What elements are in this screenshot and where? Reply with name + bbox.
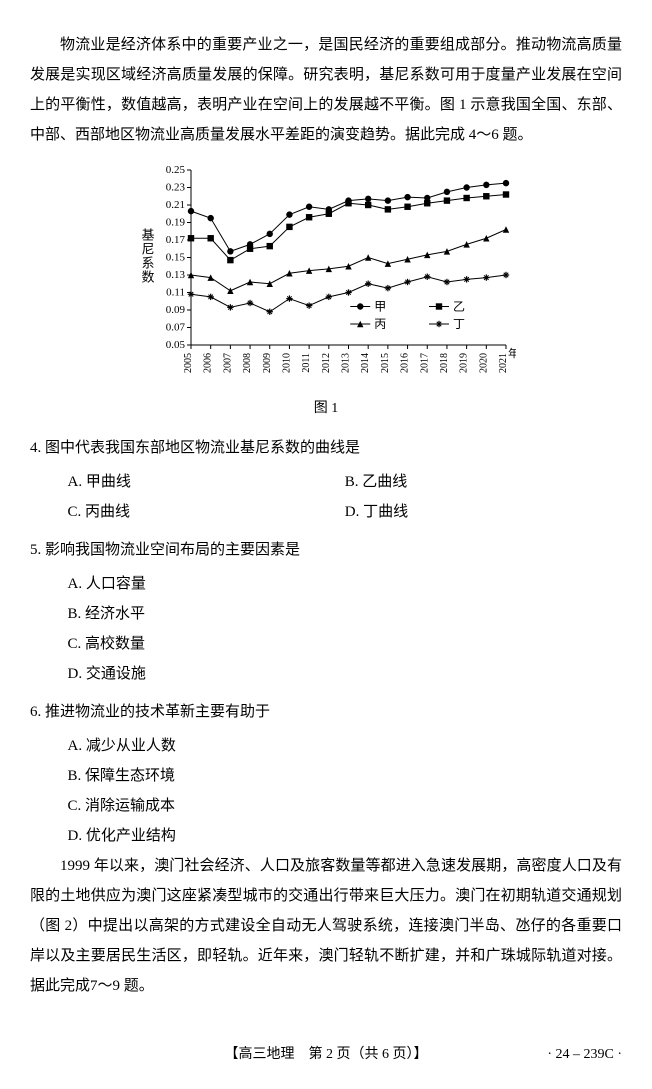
q6-stem: 6. 推进物流业的技术革新主要有助于 (30, 697, 622, 727)
q4-opt-c: C. 丙曲线 (68, 497, 345, 527)
q6-opt-c: C. 消除运输成本 (68, 791, 623, 821)
footer-right: · 24 – 239C · (547, 1041, 622, 1069)
q5-stem: 5. 影响我国物流业空间布局的主要因素是 (30, 535, 622, 565)
svg-text:2019: 2019 (459, 353, 470, 373)
q4-opt-a: A. 甲曲线 (68, 467, 345, 497)
svg-text:0.09: 0.09 (166, 304, 186, 316)
q5-opt-c: C. 高校数量 (68, 629, 623, 659)
svg-text:0.23: 0.23 (166, 182, 186, 194)
svg-text:0.15: 0.15 (166, 252, 186, 264)
svg-text:2020: 2020 (478, 353, 489, 373)
svg-text:2007: 2007 (222, 353, 233, 373)
svg-text:系: 系 (141, 256, 154, 271)
svg-text:2008: 2008 (242, 353, 253, 373)
svg-text:0.19: 0.19 (166, 217, 186, 229)
svg-text:2014: 2014 (360, 353, 371, 373)
svg-text:乙: 乙 (453, 300, 465, 314)
svg-text:2009: 2009 (262, 353, 273, 373)
svg-text:丙: 丙 (374, 317, 386, 331)
svg-text:2010: 2010 (281, 353, 292, 373)
q4-options-row1: A. 甲曲线 B. 乙曲线 (30, 467, 622, 497)
svg-text:0.17: 0.17 (166, 234, 186, 246)
passage-2: 1999 年以来，澳门社会经济、人口及旅客数量等都进入急速发展期，高密度人口及有… (30, 851, 622, 1001)
svg-text:0.07: 0.07 (166, 322, 186, 334)
svg-text:基: 基 (141, 228, 154, 243)
svg-text:2011: 2011 (301, 353, 312, 373)
q6-opt-b: B. 保障生态环境 (68, 761, 623, 791)
svg-text:0.21: 0.21 (166, 199, 185, 211)
svg-text:2013: 2013 (341, 353, 352, 373)
svg-text:尼: 尼 (141, 242, 154, 257)
svg-text:2016: 2016 (400, 353, 411, 373)
svg-text:2012: 2012 (321, 353, 332, 373)
q6-opt-d: D. 优化产业结构 (68, 821, 623, 851)
q4-stem: 4. 图中代表我国东部地区物流业基尼系数的曲线是 (30, 433, 622, 463)
svg-text:丁: 丁 (453, 317, 465, 331)
chart-caption: 图 1 (30, 395, 622, 423)
q5-opt-a: A. 人口容量 (68, 569, 623, 599)
svg-text:0.13: 0.13 (166, 269, 186, 281)
q5-options: A. 人口容量 B. 经济水平 C. 高校数量 D. 交通设施 (30, 569, 622, 689)
q5-opt-d: D. 交通设施 (68, 659, 623, 689)
svg-text:0.05: 0.05 (166, 339, 186, 351)
q5-opt-b: B. 经济水平 (68, 599, 623, 629)
svg-text:2018: 2018 (439, 353, 450, 373)
svg-text:甲: 甲 (374, 300, 386, 314)
svg-text:2006: 2006 (203, 353, 214, 373)
svg-text:0.25: 0.25 (166, 164, 186, 176)
q4-opt-b: B. 乙曲线 (345, 467, 622, 497)
svg-text:数: 数 (141, 270, 154, 285)
passage-1: 物流业是经济体系中的重要产业之一，是国民经济的重要组成部分。推动物流高质量发展是… (30, 30, 622, 150)
q6-opt-a: A. 减少从业人数 (68, 731, 623, 761)
svg-text:年份: 年份 (508, 346, 516, 360)
svg-text:0.11: 0.11 (166, 287, 185, 299)
footer-center: 【高三地理 第 2 页（共 6 页）】 (225, 1047, 428, 1062)
svg-text:2017: 2017 (419, 353, 430, 373)
q4-opt-d: D. 丁曲线 (345, 497, 622, 527)
q6-options: A. 减少从业人数 B. 保障生态环境 C. 消除运输成本 D. 优化产业结构 (30, 731, 622, 851)
svg-text:2015: 2015 (380, 353, 391, 373)
gini-chart: 0.05 0.07 0.09 0.11 0.13 0.15 0.17 0.19 0.21 0.23… (136, 160, 516, 390)
page-footer: 【高三地理 第 2 页（共 6 页）】 · 24 – 239C · (30, 1041, 622, 1069)
svg-text:2005: 2005 (183, 353, 194, 373)
chart-1: 0.05 0.07 0.09 0.11 0.13 0.15 0.17 0.19 0.21 0.23… (30, 160, 622, 390)
q4-options-row2: C. 丙曲线 D. 丁曲线 (30, 497, 622, 527)
